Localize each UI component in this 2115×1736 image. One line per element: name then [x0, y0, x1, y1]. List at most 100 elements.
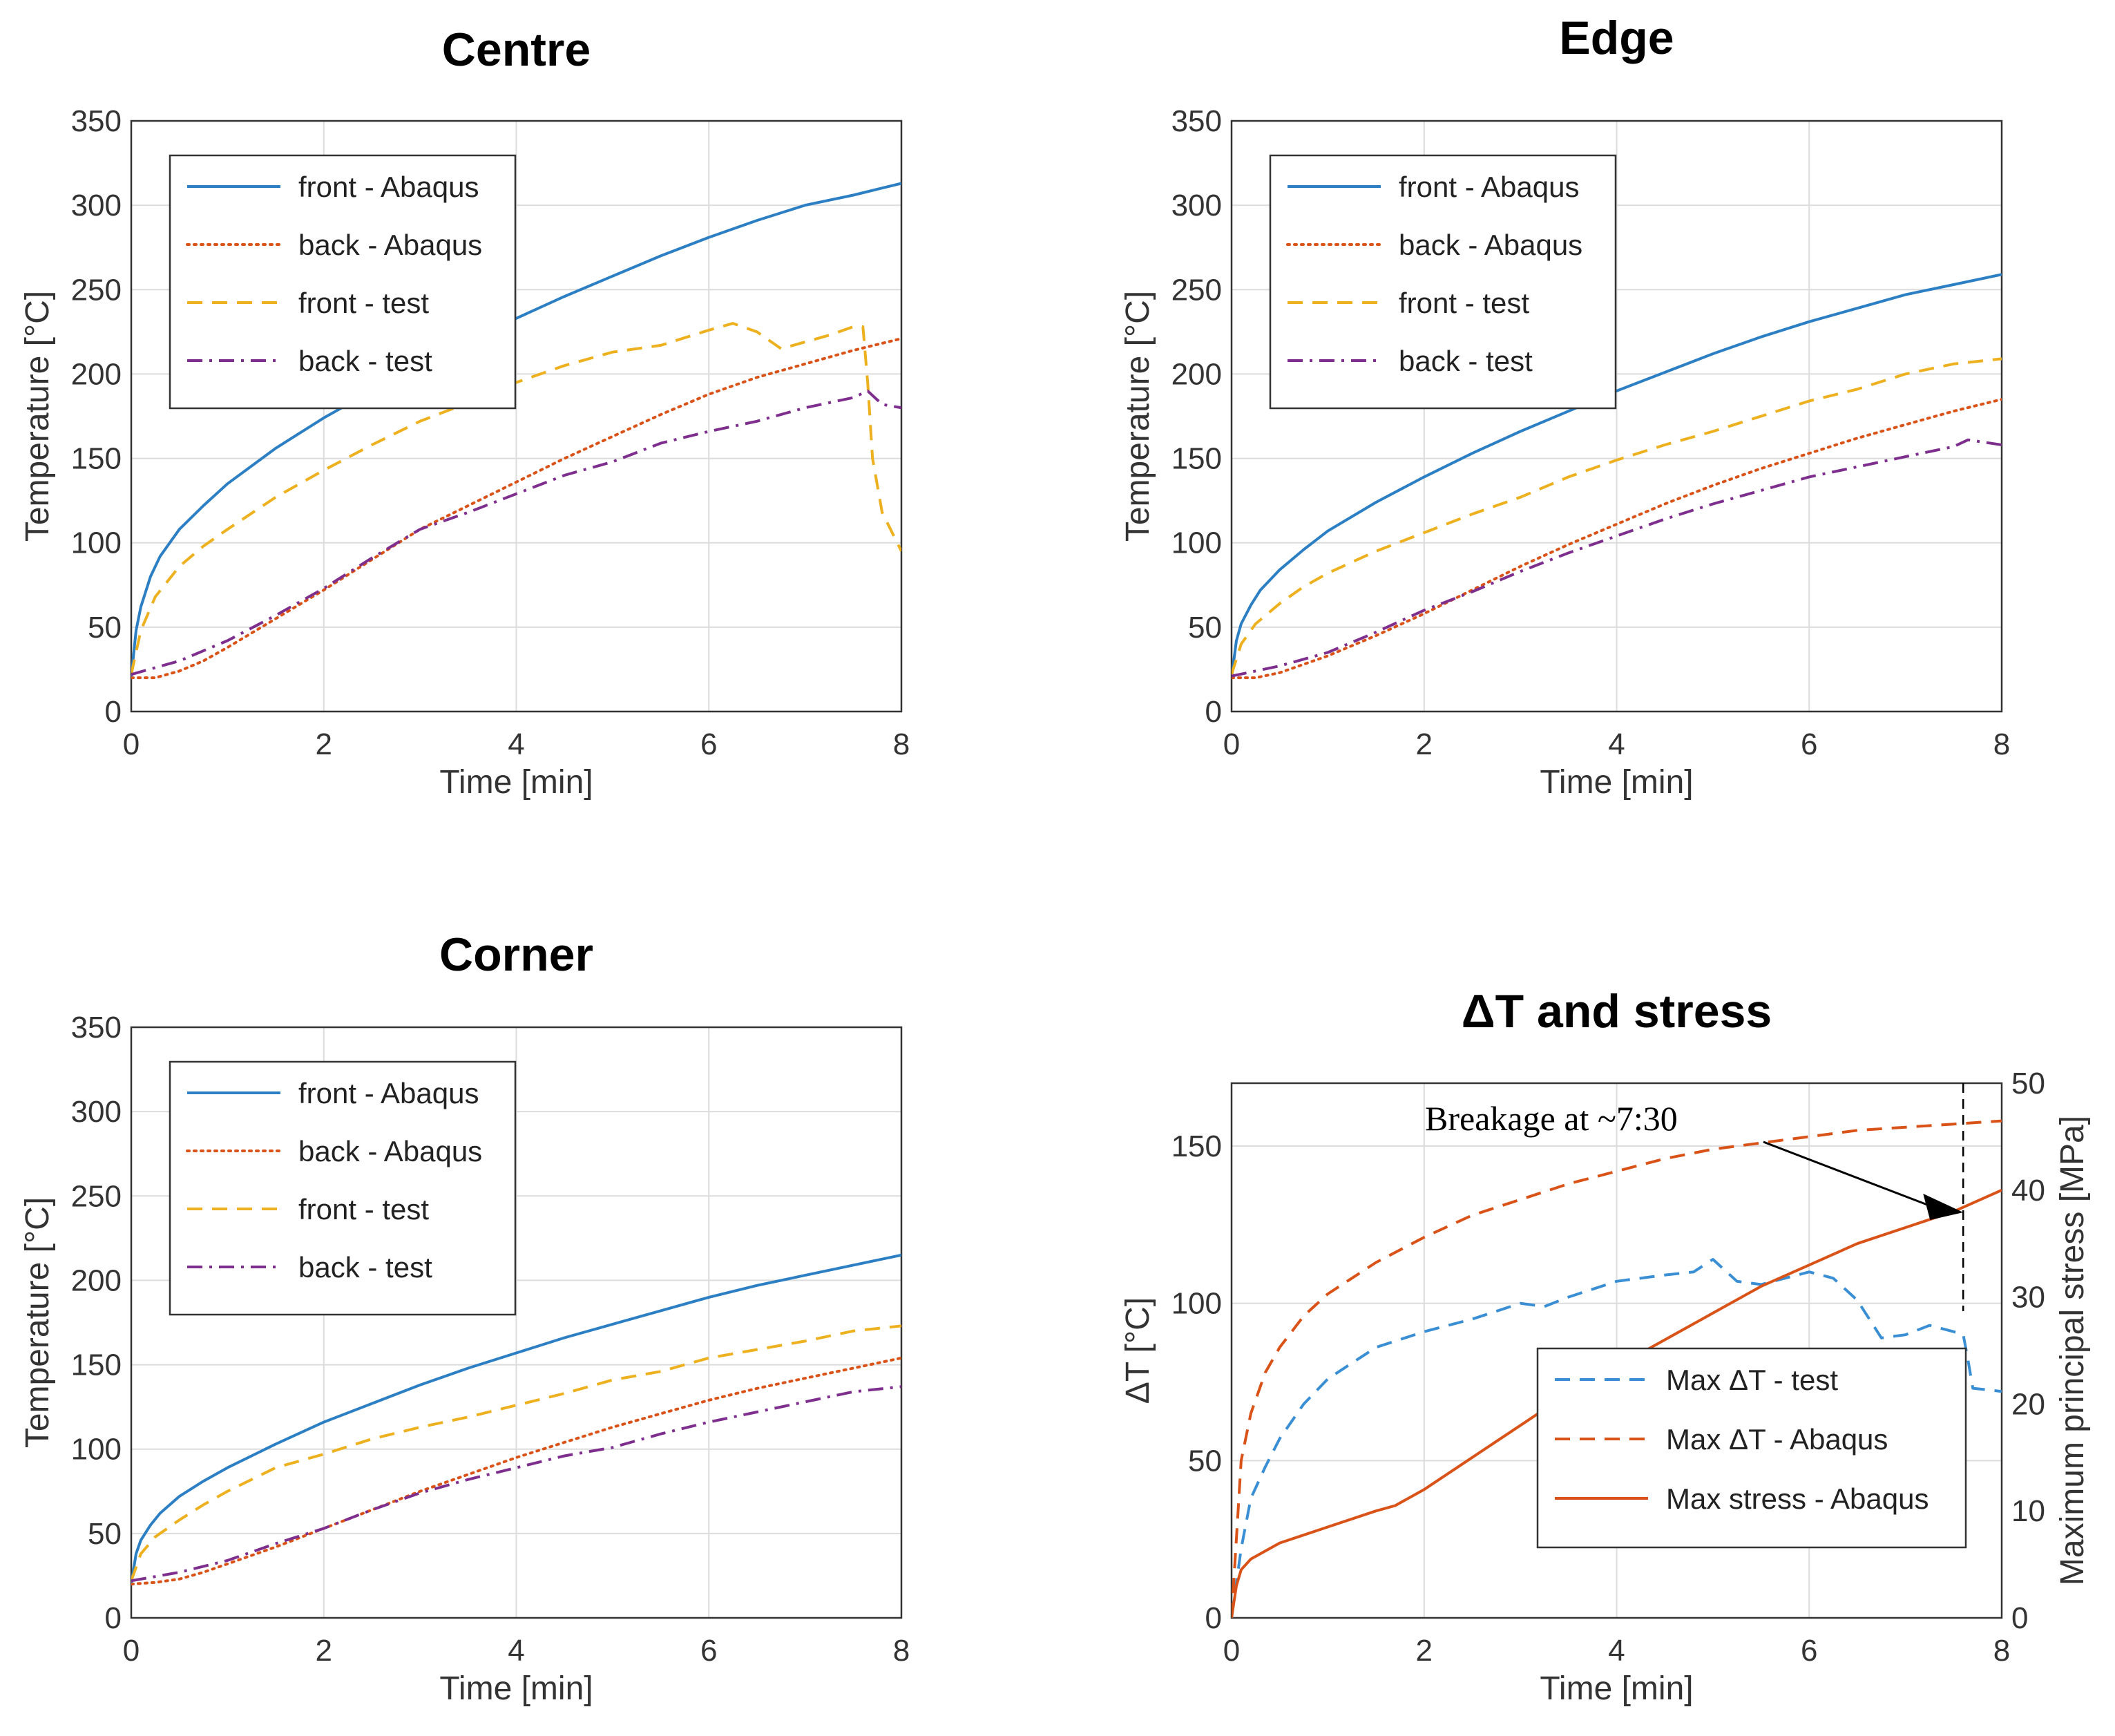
series-line-max-stress-abaqus: [1232, 1188, 2002, 1618]
legend-box: [1269, 154, 1617, 410]
legend-entry: Max ΔT - Abaqus: [1666, 1423, 1888, 1456]
legend-entry: back - test: [298, 345, 432, 377]
y-tick-label: 300: [71, 189, 122, 222]
x-tick-label: 6: [700, 727, 717, 761]
x-tick-label: 2: [1416, 727, 1433, 761]
y-tick-label: 200: [71, 1263, 122, 1297]
x-tick-label: 0: [1223, 1634, 1240, 1668]
y-tick-label: 350: [1171, 104, 1222, 138]
x-axis-label: Time [min]: [439, 1670, 593, 1707]
x-tick-label: 6: [1801, 1634, 1817, 1668]
legend: Max ΔT - test Max ΔT - Abaqus Max stress -…: [1536, 1347, 1967, 1549]
y-axis-label: Temperature [°C]: [1120, 291, 1156, 542]
series-line-back-test: [1232, 438, 2002, 678]
x-tick-label: 8: [893, 1634, 910, 1668]
x-tick-label: 2: [1416, 1634, 1433, 1668]
y-tick-label: 250: [1171, 273, 1222, 307]
y-axis-label: ΔT [°C]: [1120, 1297, 1156, 1404]
y-tick-label: 350: [71, 104, 122, 138]
x-tick-label: 2: [316, 727, 332, 761]
chart-corner: 0 2 4 6 8 0 50 100 150 200 250 300 350 Corner Time [mi…: [19, 928, 910, 1707]
y-tick-label: 50: [88, 611, 122, 645]
x-tick-label: 6: [1801, 727, 1817, 761]
x-tick-label: 6: [700, 1634, 717, 1668]
legend: front - Abaqus back - Abaqus front - test b…: [169, 154, 517, 410]
y-tick-label: 0: [105, 695, 122, 729]
y-right-tick-label: 50: [2011, 1067, 2045, 1100]
legend-entry: front - test: [1399, 287, 1529, 319]
legend-entry: front - test: [298, 1193, 429, 1225]
y-right-tick-label: 20: [2011, 1387, 2045, 1421]
series-line-front-abaqus: [131, 1253, 901, 1585]
legend-entry: front - test: [298, 287, 429, 319]
series-line-max-t-test: [1232, 1258, 2002, 1618]
y-tick-label: 300: [1171, 189, 1222, 222]
annotation-arrowhead: [1923, 1194, 1964, 1220]
x-tick-label: 4: [508, 727, 524, 761]
series-line-max-t-abaqus: [1232, 1119, 2002, 1618]
chart-centre: 0 2 4 6 8 0 50 100 150 200 250 300 350 Centre Time [mi…: [19, 23, 910, 801]
chart-title: ΔT and stress: [1462, 985, 1772, 1038]
series-line-front-test: [131, 1324, 901, 1581]
legend-entry: Max stress - Abaqus: [1666, 1482, 1929, 1515]
breakage-annotation: Breakage at ~7:30: [1425, 1099, 1678, 1138]
y-right-tick-label: 30: [2011, 1281, 2045, 1315]
y-right-axis-label: Maximum principal stress [MPa]: [2054, 1116, 2091, 1585]
y-tick-label: 250: [71, 273, 122, 307]
y-tick-label: 150: [71, 1348, 122, 1382]
x-tick-label: 8: [893, 727, 910, 761]
y-right-tick-label: 10: [2011, 1494, 2045, 1528]
legend-entry: front - Abaqus: [298, 1077, 479, 1109]
legend-entry: front - Abaqus: [1399, 171, 1580, 203]
x-axis-label: Time [min]: [1540, 764, 1693, 801]
x-axis-label: Time [min]: [1540, 1670, 1693, 1707]
y-tick-label: 100: [1171, 1287, 1222, 1321]
x-tick-label: 0: [1223, 727, 1240, 761]
x-tick-label: 4: [1608, 727, 1625, 761]
y-tick-label: 150: [1171, 1129, 1222, 1163]
y-tick-label: 50: [88, 1517, 122, 1551]
y-tick-label: 300: [71, 1095, 122, 1129]
legend-entry: front - Abaqus: [298, 171, 479, 203]
y-tick-label: 250: [71, 1179, 122, 1213]
y-tick-label: 350: [71, 1011, 122, 1045]
y-right-tick-label: 0: [2011, 1601, 2028, 1635]
plot-frame: [130, 1026, 903, 1619]
y-tick-label: 0: [105, 1601, 122, 1635]
series-line-back-abaqus: [131, 1356, 901, 1586]
series-line-front-test: [1232, 357, 2002, 675]
y-tick-label: 150: [71, 442, 122, 476]
legend-entry: back - test: [1399, 345, 1533, 377]
series-line-front-abaqus: [1232, 273, 2002, 678]
x-tick-label: 8: [1993, 727, 2010, 761]
plot-frame: [130, 120, 903, 713]
chart-title: Edge: [1559, 12, 1674, 64]
y-tick-label: 0: [1205, 695, 1222, 729]
y-right-tick-label: 40: [2011, 1174, 2045, 1208]
x-tick-label: 4: [1608, 1634, 1625, 1668]
y-axis-label: Temperature [°C]: [19, 291, 56, 542]
plot-frame: [1230, 120, 2003, 713]
legend: front - Abaqus back - Abaqus front - test b…: [1269, 154, 1617, 410]
x-axis-label: Time [min]: [439, 764, 593, 801]
y-tick-label: 50: [1188, 1444, 1222, 1478]
legend-entry: back - test: [298, 1251, 432, 1284]
x-tick-label: 0: [123, 1634, 140, 1668]
series-line-back-test: [131, 389, 901, 676]
annotation-arrow-shaft: [1763, 1141, 1928, 1206]
legend-entry: back - Abaqus: [1399, 229, 1582, 261]
y-tick-label: 0: [1205, 1601, 1222, 1635]
chart-edge: 0 2 4 6 8 0 50 100 150 200 250 300 350 Edge Time [min]…: [1120, 12, 2010, 801]
plot-frame: [1230, 1082, 2003, 1619]
y-axis-label: Temperature [°C]: [19, 1197, 56, 1448]
y-tick-label: 50: [1188, 611, 1222, 645]
series-line-back-abaqus: [131, 337, 901, 680]
series-line-back-test: [131, 1385, 901, 1583]
legend-box: [169, 1060, 517, 1316]
series-line-back-abaqus: [1232, 398, 2002, 680]
series-line-front-test: [131, 322, 901, 675]
x-tick-label: 4: [508, 1634, 524, 1668]
legend-box: [1536, 1347, 1967, 1549]
y-tick-label: 100: [71, 1433, 122, 1467]
